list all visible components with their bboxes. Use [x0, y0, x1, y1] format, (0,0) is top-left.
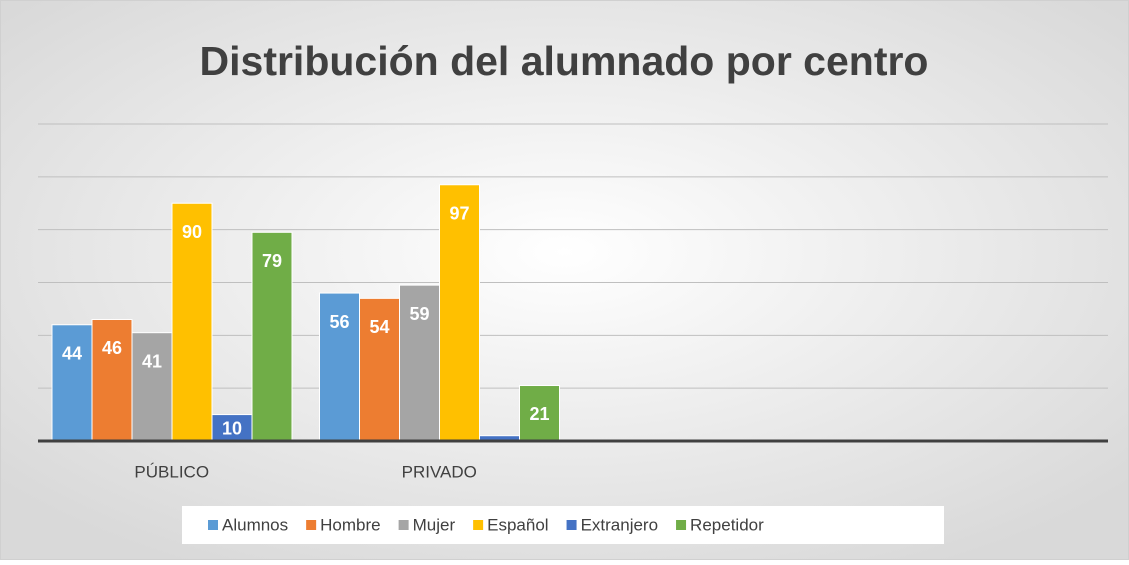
- legend-label: Hombre: [320, 515, 380, 534]
- bar: [131, 332, 173, 442]
- legend-swatch: [398, 520, 409, 530]
- bar: [359, 297, 400, 442]
- legend-swatch: [473, 520, 484, 530]
- x-tick-label: PRIVADO: [402, 462, 477, 481]
- data-label: 59: [409, 304, 429, 324]
- data-label: 90: [182, 222, 202, 242]
- bar: [251, 231, 293, 442]
- legend-label: Alumnos: [222, 515, 288, 534]
- bar: [51, 324, 93, 442]
- legend-swatch: [566, 520, 577, 530]
- data-label: 79: [262, 251, 282, 271]
- data-label: 97: [449, 204, 469, 224]
- data-label: 21: [529, 404, 549, 424]
- data-label: 46: [102, 338, 122, 358]
- bar: [319, 292, 360, 442]
- bar: [399, 284, 440, 442]
- data-label: 44: [62, 344, 82, 364]
- legend-swatch: [306, 520, 317, 530]
- data-label: 54: [369, 317, 389, 337]
- legend-label: Español: [487, 515, 548, 534]
- data-label: 41: [142, 351, 162, 371]
- chart-title: Distribución del alumnado por centro: [200, 38, 929, 84]
- bar: [519, 385, 560, 442]
- bar: [171, 202, 213, 442]
- legend-swatch: [208, 520, 218, 530]
- legend-label: Mujer: [413, 515, 456, 534]
- legend-swatch: [676, 520, 687, 530]
- legend-box: [182, 506, 944, 544]
- x-tick-label: PÚBLICO: [134, 462, 209, 481]
- legend-label: Repetidor: [690, 515, 764, 534]
- data-label: 10: [222, 419, 242, 439]
- legend-label: Extranjero: [581, 515, 658, 534]
- data-label: 56: [329, 312, 349, 332]
